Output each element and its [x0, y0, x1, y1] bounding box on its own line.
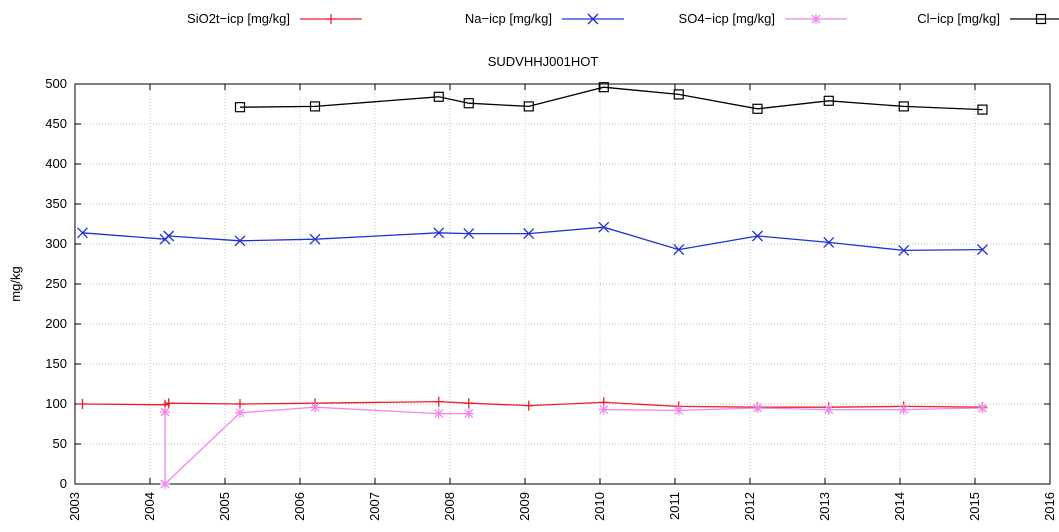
square-marker	[234, 102, 246, 113]
star-marker	[160, 479, 170, 489]
star-marker	[598, 404, 609, 415]
star-marker	[977, 403, 988, 413]
series-line	[164, 406, 469, 486]
x-tick-label: 2004	[142, 492, 157, 521]
legend-swatch	[300, 14, 362, 24]
legend-label: SiO2t−icp [mg/kg]	[187, 11, 290, 26]
y-tick-label: 150	[45, 356, 67, 371]
series-layer	[77, 82, 988, 489]
grid-lines	[75, 84, 1050, 484]
star-marker	[811, 14, 821, 24]
x-tick-label: 2006	[292, 492, 307, 521]
y-tick-label: 350	[45, 196, 67, 211]
star-marker	[310, 402, 320, 413]
y-tick-label: 450	[45, 116, 67, 131]
series-line	[82, 226, 983, 252]
x-marker	[598, 221, 610, 233]
x-tick-label: 2012	[742, 492, 757, 521]
x-marker	[823, 236, 835, 248]
square-marker	[752, 103, 763, 114]
plus-marker	[163, 398, 174, 409]
y-tick-label: 0	[60, 476, 67, 491]
square-marker	[673, 89, 684, 100]
legend-label: Na−icp [mg/kg]	[465, 11, 552, 26]
square-marker	[598, 82, 609, 93]
legend-swatch	[562, 13, 624, 25]
plus-marker	[77, 399, 88, 409]
x-tick-label: 2005	[217, 492, 232, 521]
y-tick-label: 200	[45, 316, 67, 331]
x-tick-label: 2014	[892, 492, 907, 521]
x-marker	[752, 230, 763, 242]
plus-marker	[433, 396, 444, 407]
series-3	[234, 82, 988, 115]
x-tick-label: 2003	[67, 492, 82, 521]
square-marker	[463, 98, 474, 109]
y-tick-label: 50	[53, 436, 67, 451]
x-tick-label: 2007	[367, 492, 382, 521]
square-marker	[523, 101, 534, 112]
series-line	[603, 407, 983, 412]
x-marker	[898, 244, 910, 256]
x-marker	[587, 13, 599, 25]
y-tick-label: 400	[45, 156, 67, 171]
x-marker	[309, 233, 321, 245]
x-tick-label: 2016	[1042, 492, 1057, 521]
square-marker	[1035, 13, 1047, 25]
star-marker	[823, 404, 834, 415]
chart-title: SUDVHHJ001HOT	[488, 54, 599, 69]
series-line	[239, 86, 983, 111]
star-marker	[160, 407, 170, 417]
square-marker	[433, 91, 444, 102]
legend-label: SO4−icp [mg/kg]	[679, 11, 775, 26]
x-marker	[234, 235, 246, 247]
series-2	[160, 402, 988, 489]
x-marker	[673, 244, 685, 256]
y-tick-label: 100	[45, 396, 67, 411]
x-marker	[523, 228, 535, 240]
series-1	[77, 221, 988, 256]
y-tick-label: 500	[45, 76, 67, 91]
x-tick-label: 2015	[967, 492, 982, 521]
legend-label: Cl−icp [mg/kg]	[917, 11, 1000, 26]
star-marker	[752, 403, 763, 413]
square-marker	[977, 104, 988, 115]
x-marker	[433, 227, 445, 239]
x-marker	[163, 230, 175, 242]
x-tick-label: 2008	[442, 492, 457, 521]
axes: 0 50 100 150 200 250 300 350 400 450 500 2003 2004 20…	[45, 76, 1057, 521]
x-tick-label: 2010	[592, 492, 607, 521]
x-tick-label: 2013	[817, 492, 832, 521]
series-line	[82, 400, 983, 408]
square-marker	[823, 95, 834, 106]
plus-marker	[523, 400, 534, 411]
x-tick-label: 2009	[517, 492, 532, 521]
plot-frame	[74, 83, 1051, 485]
square-marker	[898, 101, 909, 112]
square-marker	[309, 101, 321, 112]
star-marker	[433, 408, 444, 419]
x-tick-label: 2011	[667, 492, 682, 520]
legend-swatch	[1010, 13, 1059, 25]
x-marker	[977, 244, 988, 256]
plus-marker	[235, 399, 245, 409]
plus-marker	[326, 14, 336, 24]
star-marker	[673, 405, 684, 416]
star-marker	[898, 404, 909, 415]
y-axis-label: mg/kg	[8, 266, 23, 301]
legend-swatch	[785, 14, 847, 24]
y-tick-label: 300	[45, 236, 67, 251]
star-marker	[235, 407, 245, 418]
star-marker	[463, 408, 474, 419]
plus-marker	[463, 398, 474, 409]
legend: SiO2t−icp [mg/kg] Na−icp [mg/kg] SO4−icp […	[187, 11, 1059, 26]
x-marker	[77, 227, 88, 239]
y-tick-label: 250	[45, 276, 67, 291]
x-marker	[463, 228, 475, 240]
